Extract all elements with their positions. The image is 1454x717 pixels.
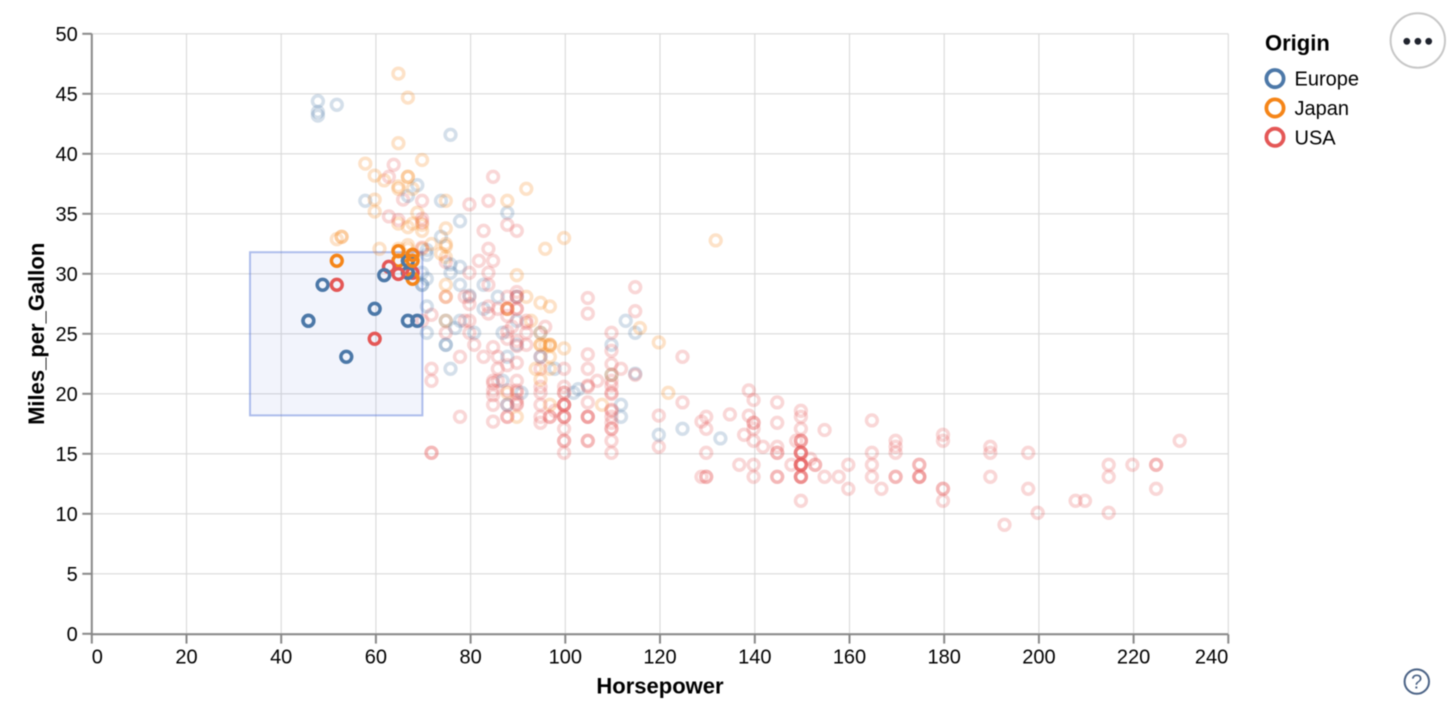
svg-text:Horsepower: Horsepower <box>596 674 724 699</box>
svg-text:10: 10 <box>56 504 78 526</box>
svg-text:20: 20 <box>175 647 197 669</box>
svg-text:140: 140 <box>738 647 771 669</box>
svg-text:15: 15 <box>56 444 78 466</box>
svg-text:20: 20 <box>56 384 78 406</box>
svg-text:Japan: Japan <box>1295 98 1350 120</box>
svg-text:30: 30 <box>56 264 78 286</box>
svg-text:25: 25 <box>56 324 78 346</box>
svg-text:USA: USA <box>1295 127 1337 149</box>
svg-text:50: 50 <box>56 24 78 46</box>
svg-text:35: 35 <box>56 204 78 226</box>
svg-text:60: 60 <box>365 647 387 669</box>
svg-text:5: 5 <box>67 564 78 586</box>
svg-text:80: 80 <box>459 647 481 669</box>
svg-text:40: 40 <box>270 647 292 669</box>
svg-text:220: 220 <box>1117 647 1150 669</box>
svg-text:Europe: Europe <box>1295 69 1360 91</box>
svg-text:Miles_per_Gallon: Miles_per_Gallon <box>24 243 49 425</box>
svg-text:0: 0 <box>92 647 103 669</box>
svg-text:200: 200 <box>1022 647 1055 669</box>
svg-text:240: 240 <box>1195 647 1228 669</box>
svg-text:120: 120 <box>643 647 676 669</box>
svg-text:180: 180 <box>928 647 961 669</box>
svg-text:Origin: Origin <box>1265 31 1330 56</box>
svg-text:45: 45 <box>56 84 78 106</box>
svg-text:40: 40 <box>56 144 78 166</box>
svg-text:0: 0 <box>67 624 78 646</box>
svg-text:160: 160 <box>833 647 866 669</box>
svg-text:100: 100 <box>549 647 582 669</box>
svg-text:?: ? <box>1411 672 1422 694</box>
